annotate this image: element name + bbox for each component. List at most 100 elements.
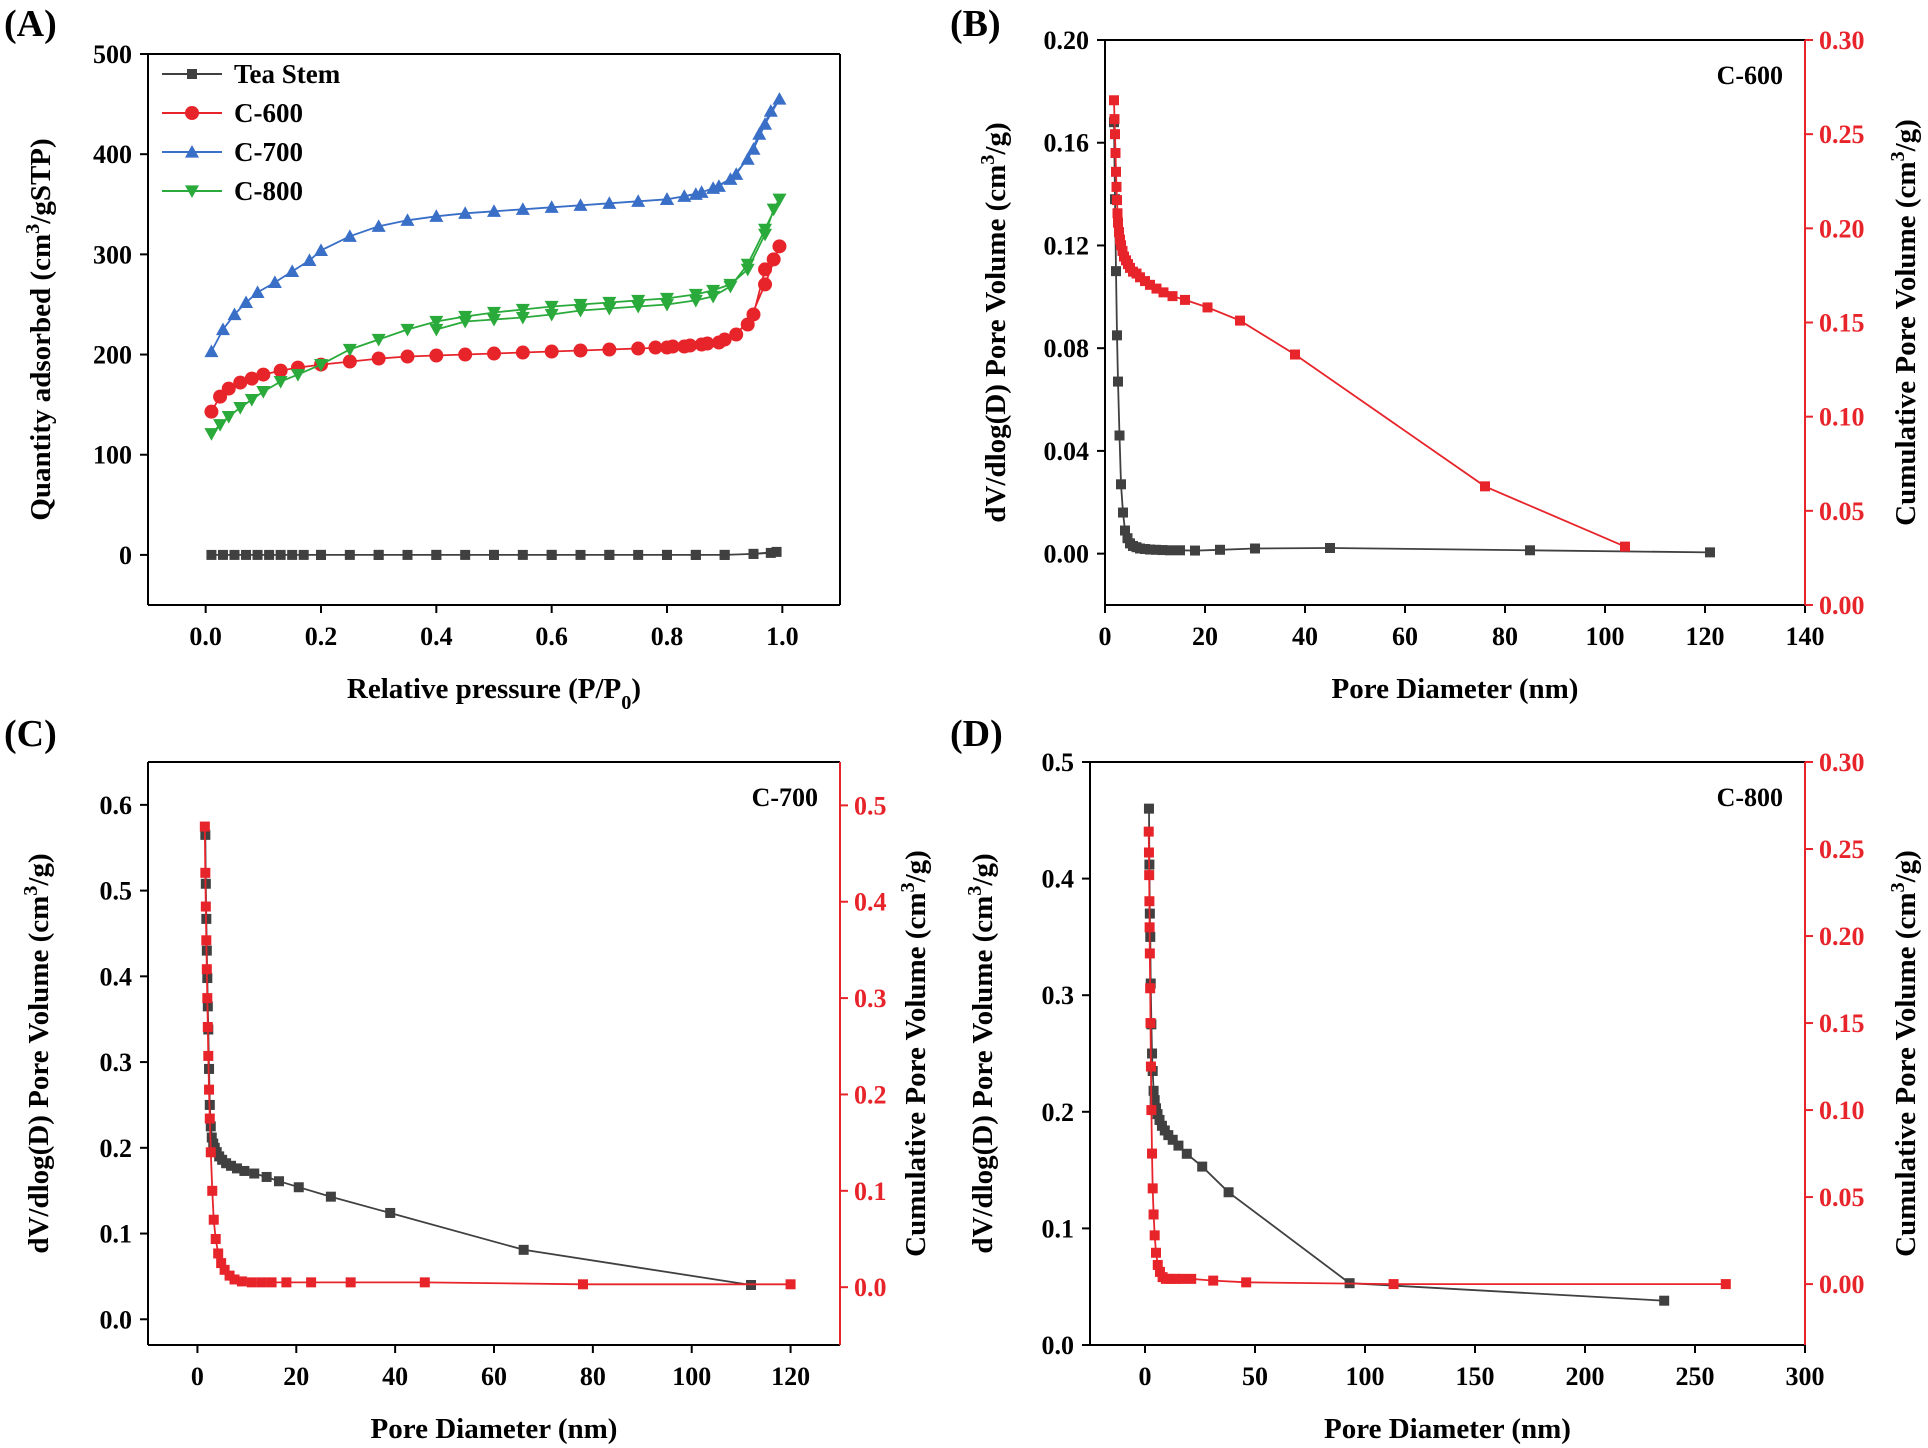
y-axis-label: dV/dlog(D) Pore Volume (cm3/g) [964,853,999,1253]
data-point [400,349,415,364]
y-tick-label: 0.20 [1044,26,1090,55]
data-point [1223,1187,1234,1198]
data-point [1145,1061,1156,1072]
data-point [207,1185,218,1196]
legend-entry: C-800 [162,176,303,206]
data-point [758,117,773,130]
data-point [602,196,617,209]
data-point [544,200,559,213]
y-tick-label: 0.4 [100,962,133,991]
data-point [729,327,744,342]
data-point [1659,1295,1670,1306]
data-point [1145,544,1155,555]
data-point [431,549,442,560]
data-point [1165,1273,1176,1284]
series-tea-stem [206,546,782,560]
data-point [1250,543,1260,554]
data-point [373,549,384,560]
data-point [1241,1277,1252,1288]
data-point [573,304,588,318]
y2-tick-label: 0.5 [854,791,887,820]
panel-label-d: (D) [950,713,1003,755]
data-point [233,375,248,390]
data-point [719,549,730,560]
data-point [229,549,240,560]
series-cumulative-pore-volume [1143,826,1731,1290]
data-point [1181,1148,1192,1159]
data-point [213,419,228,432]
data-point [575,549,586,560]
data-point [1235,315,1245,326]
data-point [785,1279,796,1290]
y-tick-label: 200 [93,341,132,370]
x-axis-label: Pore Diameter (nm) [371,1413,618,1445]
data-point [1145,1018,1156,1029]
data-point [273,375,288,389]
data-point [244,371,259,386]
data-point [429,315,444,329]
y-tick-label: 0.4 [1042,865,1075,894]
y2-tick-label: 0.15 [1819,309,1865,338]
data-point [229,1274,240,1285]
x-tick-label: 0 [1139,1362,1152,1391]
data-point [1113,217,1123,228]
data-point [1197,1161,1208,1172]
y2-tick-label: 0.4 [854,888,887,917]
data-point [544,308,559,322]
y-tick-label: 0.0 [1042,1331,1075,1360]
data-point [723,280,738,294]
data-point [231,1163,242,1174]
legend-marker [185,185,199,198]
x-tick-label: 80 [1492,622,1518,651]
data-point [217,549,228,560]
data-point [1175,545,1185,556]
data-point [1109,114,1120,125]
data-point [1154,1266,1165,1277]
data-point [1208,1275,1219,1286]
data-point [342,229,357,242]
data-point [1144,948,1155,959]
y2-tick-label: 0.20 [1819,214,1865,243]
data-point [1148,1085,1159,1096]
data-point [273,363,288,378]
legend-label: C-600 [234,98,303,128]
data-point [429,348,444,363]
x-tick-label: 50 [1242,1362,1268,1391]
data-point [573,343,588,358]
data-point [515,202,530,215]
data-point [711,179,726,192]
data-point [1186,1273,1197,1284]
data-point [400,213,415,226]
y-tick-label: 400 [93,140,132,169]
data-point [1152,1109,1163,1120]
data-point [275,549,286,560]
data-point [1111,166,1121,177]
series-c-600 [204,239,787,419]
y2-axis-label: Cumulative Pore Volume (cm3/g) [1887,850,1922,1257]
y2-tick-label: 0.05 [1819,497,1865,526]
data-point [706,290,721,304]
y2-tick-label: 0.30 [1819,748,1865,777]
panel-label-a: (A) [4,3,57,45]
data-point [1165,545,1175,556]
data-point [210,1234,221,1244]
y-tick-label: 0.5 [1042,748,1075,777]
data-point [772,92,787,105]
data-point [298,549,309,560]
data-point [662,549,672,560]
x-tick-label: 0 [1099,622,1112,651]
data-point [371,219,386,232]
data-point [752,127,767,140]
data-point [758,277,773,292]
data-point [1143,847,1154,858]
data-point [204,1113,215,1124]
data-point [219,1264,230,1275]
data-point [345,1277,356,1288]
y2-tick-label: 0.0 [854,1273,887,1302]
data-point [660,298,674,312]
data-point [1143,826,1154,837]
data-point [264,549,275,560]
sample-annotation: C-800 [1717,783,1783,812]
y-tick-label: 0.1 [1042,1214,1075,1243]
